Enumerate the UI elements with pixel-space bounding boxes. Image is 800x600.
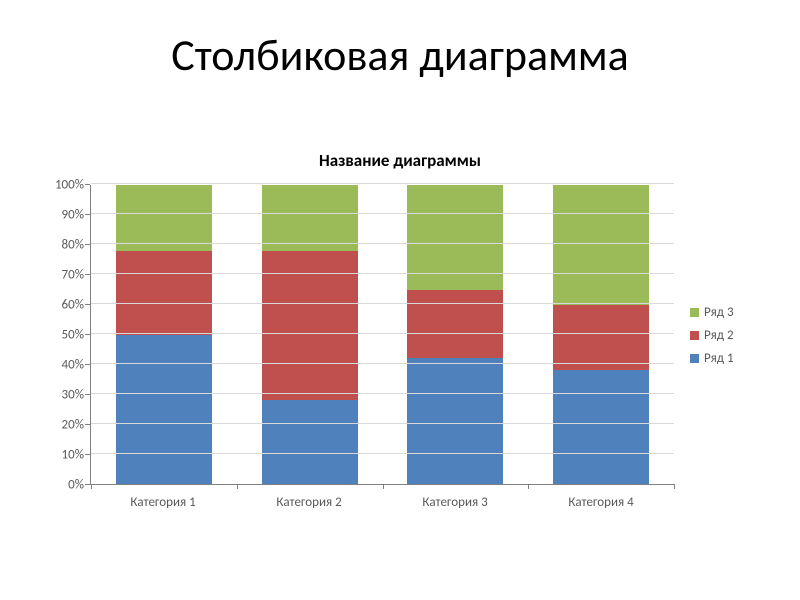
x-tick-mark xyxy=(383,484,384,489)
y-tick-label: 20% xyxy=(62,418,84,433)
stacked-bar xyxy=(116,185,212,484)
bar-segment xyxy=(116,251,212,335)
bar-segment xyxy=(553,185,649,305)
gridline xyxy=(91,243,674,244)
gridline xyxy=(91,333,674,334)
legend-label: Ряд 3 xyxy=(704,305,734,320)
x-tick-mark xyxy=(674,484,675,489)
bar-segment xyxy=(407,358,503,484)
bar-segment xyxy=(262,400,358,484)
legend-swatch xyxy=(690,331,699,340)
y-tick-label: 70% xyxy=(62,268,84,283)
x-axis-label: Категория 4 xyxy=(528,495,674,510)
chart-body: 0%10%20%30%40%50%60%70%80%90%100% Катего… xyxy=(40,185,760,525)
bar-segment xyxy=(116,335,212,485)
stacked-bar xyxy=(553,185,649,484)
bar-slot xyxy=(237,185,383,484)
bar-segment xyxy=(262,185,358,251)
bars-layer xyxy=(91,185,674,484)
x-tick-mark xyxy=(528,484,529,489)
y-axis: 0%10%20%30%40%50%60%70%80%90%100% xyxy=(40,185,90,485)
bar-segment xyxy=(116,185,212,251)
legend-swatch xyxy=(690,354,699,363)
gridline xyxy=(91,423,674,424)
bar-slot xyxy=(528,185,674,484)
gridline xyxy=(91,273,674,274)
stacked-bar xyxy=(407,185,503,484)
gridline xyxy=(91,453,674,454)
chart-container: Название диаграммы 0% 10% 20% 30% 40% 50% 60% 7… xyxy=(40,150,760,545)
y-tick-label: 60% xyxy=(62,298,84,313)
gridline xyxy=(91,183,674,184)
legend-label: Ряд 2 xyxy=(704,328,734,343)
legend-item: Ряд 2 xyxy=(690,328,760,343)
y-tick-label: 0% xyxy=(68,478,84,493)
chart-title: Название диаграммы xyxy=(40,150,760,171)
bar-slot xyxy=(383,185,529,484)
gridline xyxy=(91,393,674,394)
bar-segment xyxy=(407,290,503,359)
bar-segment xyxy=(553,305,649,371)
gridline xyxy=(91,303,674,304)
bar-slot xyxy=(91,185,237,484)
y-tick-label: 90% xyxy=(62,208,84,223)
gridline xyxy=(91,363,674,364)
y-tick-label: 80% xyxy=(62,238,84,253)
legend-label: Ряд 1 xyxy=(704,351,734,366)
x-axis: Категория 1Категория 2Категория 3Категор… xyxy=(90,495,674,510)
gridline xyxy=(91,213,674,214)
legend-swatch xyxy=(690,308,699,317)
y-tick-label: 30% xyxy=(62,388,84,403)
y-tick-label: 10% xyxy=(62,448,84,463)
x-tick-mark xyxy=(91,484,92,489)
x-axis-label: Категория 2 xyxy=(236,495,382,510)
x-axis-label: Категория 1 xyxy=(90,495,236,510)
legend: Ряд 3 Ряд 2 Ряд 1 xyxy=(674,185,760,485)
x-axis-label: Категория 3 xyxy=(382,495,528,510)
legend-item: Ряд 1 xyxy=(690,351,760,366)
y-tick-label: 40% xyxy=(62,358,84,373)
slide: Столбиковая диаграмма Название диаграммы… xyxy=(0,0,800,600)
slide-title: Столбиковая диаграмма xyxy=(0,28,800,82)
legend-item: Ряд 3 xyxy=(690,305,760,320)
plot-column: Категория 1Категория 2Категория 3Категор… xyxy=(90,185,674,525)
plot-area xyxy=(90,185,674,485)
y-tick-label: 50% xyxy=(62,328,84,343)
bar-segment xyxy=(553,370,649,484)
x-tick-mark xyxy=(237,484,238,489)
y-tick-label: 100% xyxy=(55,178,84,193)
stacked-bar xyxy=(262,185,358,484)
